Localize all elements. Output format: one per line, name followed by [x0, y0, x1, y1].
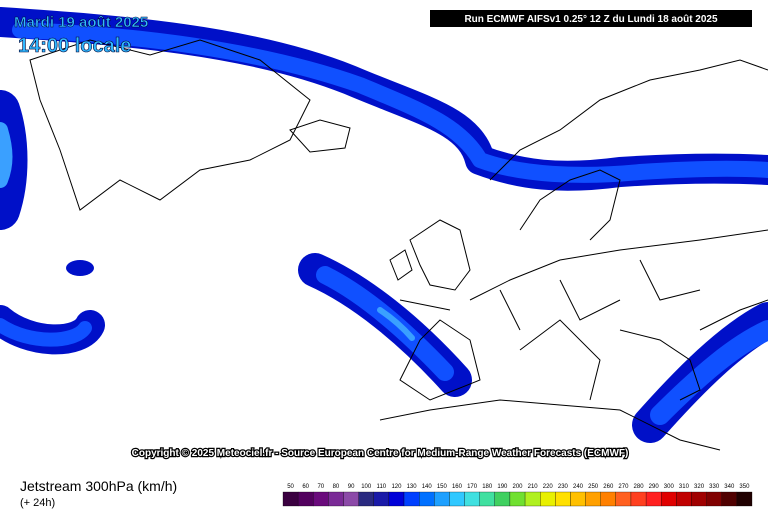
jet-atlantic-max: [377, 307, 415, 341]
color-swatch: [600, 491, 616, 507]
jet-greenland-core: [0, 122, 13, 188]
legend-label: 320: [694, 484, 705, 490]
color-swatch: [540, 491, 556, 507]
jet-north-core: [12, 22, 768, 183]
legend-label: 230: [558, 484, 569, 490]
legend-label: 300: [664, 484, 675, 490]
footer-title: Jetstream 300hPa (km/h): [20, 478, 177, 494]
legend-label: 60: [302, 484, 309, 490]
color-swatch: [706, 491, 722, 507]
legend-label: 150: [437, 484, 448, 490]
color-swatch: [434, 491, 450, 507]
legend-label: 330: [709, 484, 720, 490]
legend-label: 120: [391, 484, 402, 490]
color-swatch: [464, 491, 480, 507]
legend-label: 180: [482, 484, 493, 490]
iceland: [289, 119, 351, 153]
run-label: Run ECMWF AIFSv1 0.25° 12 Z du Lundi 18 …: [464, 14, 718, 25]
legend-label: 50: [287, 484, 294, 490]
time-label: 14:00 locale: [18, 35, 131, 57]
color-swatch: [585, 491, 601, 507]
legend-label: 170: [467, 484, 478, 490]
legend-label: 210: [528, 484, 539, 490]
legend-label: 270: [618, 484, 629, 490]
greenland: [29, 39, 311, 211]
color-swatch: [419, 491, 435, 507]
color-swatch: [328, 491, 344, 507]
copyright: Copyright © 2025 Meteociel.fr - Source E…: [132, 448, 629, 459]
color-swatch: [555, 491, 571, 507]
colorbar: 50 60 70 80 90 100 110 120 130 140 150 160 170 180 190…: [282, 484, 753, 507]
british-isles: [389, 219, 471, 291]
legend-label: 130: [407, 484, 418, 490]
color-swatch: [343, 491, 359, 507]
legend-label: 260: [603, 484, 614, 490]
jet-west-core: [0, 318, 92, 347]
scandinavia: [489, 59, 768, 241]
footer-lead: (+ 24h): [20, 497, 55, 509]
legend-label: 350: [739, 484, 750, 490]
legend-label: 140: [422, 484, 433, 490]
color-swatch: [297, 491, 314, 507]
color-swatch: [570, 491, 586, 507]
color-swatch: [403, 491, 420, 507]
legend-label: 220: [543, 484, 554, 490]
color-swatch: [388, 491, 405, 507]
run-box: [430, 10, 752, 27]
legend-label: 240: [573, 484, 584, 490]
color-swatch: [313, 491, 329, 507]
color-swatch: [736, 491, 753, 507]
north-africa: [379, 399, 721, 451]
legend-label: 100: [361, 484, 372, 490]
jet-east-core: [650, 320, 768, 425]
legend-label: 70: [317, 484, 324, 490]
jetstreams: [0, 7, 768, 443]
color-swatch: [449, 491, 465, 507]
legend-label: 340: [724, 484, 735, 490]
coastlines: [29, 39, 768, 451]
date-label: Mardi 19 août 2025: [14, 14, 148, 31]
legend-label: 290: [649, 484, 660, 490]
legend-label: 250: [588, 484, 599, 490]
color-swatch: [721, 491, 738, 507]
color-swatch: [373, 491, 390, 507]
color-swatch: [479, 491, 495, 507]
legend-label: 80: [333, 484, 340, 490]
jet-patch: [66, 260, 94, 276]
legend-label: 110: [377, 484, 387, 490]
color-swatch: [509, 491, 526, 507]
legend-label: 310: [679, 484, 690, 490]
color-swatch: [630, 491, 647, 507]
europe: [399, 229, 768, 401]
color-swatch: [358, 491, 374, 507]
legend-label: 190: [497, 484, 508, 490]
color-swatch: [691, 491, 707, 507]
color-swatch: [524, 491, 541, 507]
borders: [399, 259, 768, 331]
color-swatch: [661, 491, 677, 507]
color-swatch: [645, 491, 662, 507]
color-swatch: [676, 491, 692, 507]
color-swatch: [494, 491, 511, 507]
legend-label: 160: [452, 484, 463, 490]
legend-label: 200: [512, 484, 523, 490]
color-swatch: [282, 491, 299, 507]
color-swatch: [615, 491, 632, 507]
legend-label: 90: [348, 484, 355, 490]
legend-label: 280: [634, 484, 645, 490]
